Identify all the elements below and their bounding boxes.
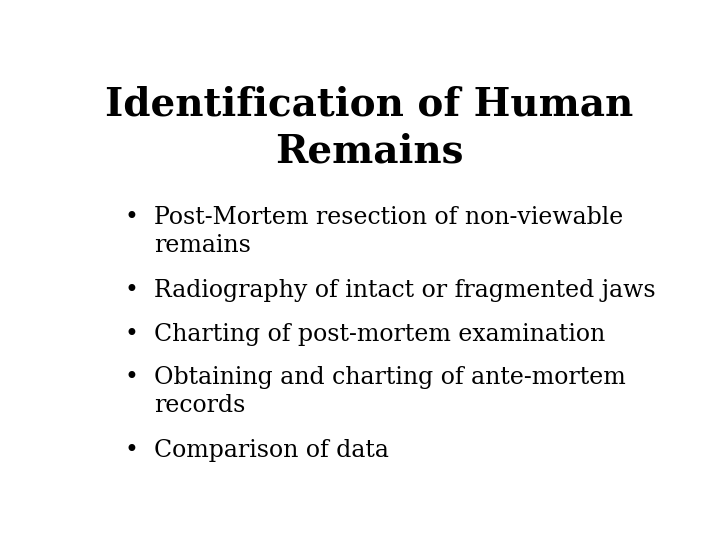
Text: •: • bbox=[125, 322, 139, 346]
Text: Charting of post-mortem examination: Charting of post-mortem examination bbox=[154, 322, 606, 346]
Text: •: • bbox=[125, 279, 139, 302]
Text: Obtaining and charting of ante-mortem
records: Obtaining and charting of ante-mortem re… bbox=[154, 366, 626, 417]
Text: Post-Mortem resection of non-viewable
remains: Post-Mortem resection of non-viewable re… bbox=[154, 206, 624, 256]
Text: •: • bbox=[125, 206, 139, 229]
Text: •: • bbox=[125, 366, 139, 389]
Text: Identification of Human
Remains: Identification of Human Remains bbox=[105, 85, 633, 171]
Text: •: • bbox=[125, 439, 139, 462]
Text: Radiography of intact or fragmented jaws: Radiography of intact or fragmented jaws bbox=[154, 279, 656, 302]
Text: Comparison of data: Comparison of data bbox=[154, 439, 389, 462]
